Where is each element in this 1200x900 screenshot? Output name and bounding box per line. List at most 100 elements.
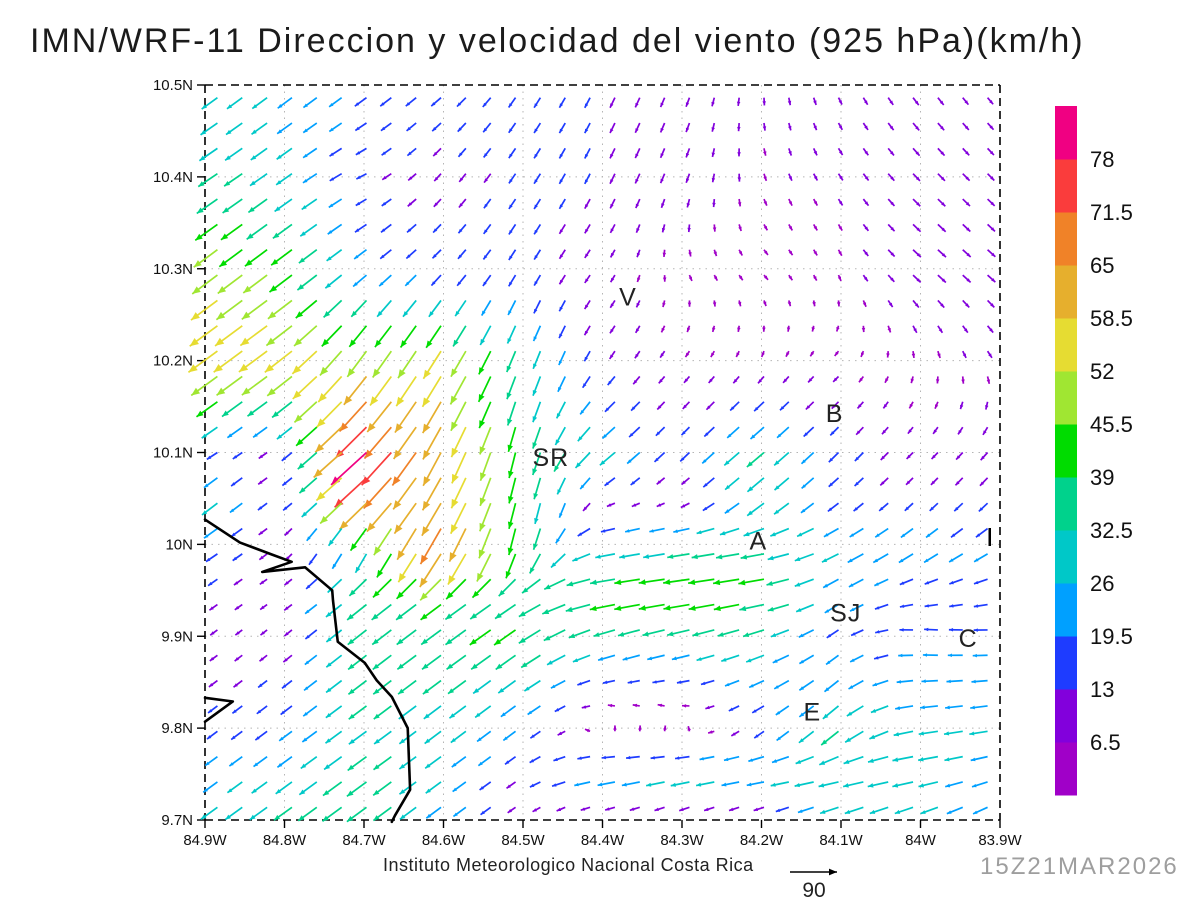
wind-arrow-head (761, 352, 765, 357)
wind-arrow-head (449, 552, 457, 562)
wind-arrow-head (949, 604, 954, 608)
wind-arrow-head (284, 632, 289, 636)
wind-arrow-head (858, 377, 863, 383)
wind-arrow-head (898, 558, 904, 563)
wind-arrow-head (529, 759, 535, 763)
wind-arrow-head (329, 102, 334, 107)
wind-arrow-head (299, 487, 306, 494)
wind-arrow-head (220, 233, 229, 240)
wind-arrow-head (445, 638, 453, 645)
wind-arrow-head (246, 233, 254, 240)
wind-arrow-head (954, 507, 959, 512)
wind-arrow-head (711, 152, 716, 157)
wind-arrow-head (507, 496, 514, 504)
wind-arrow-head (425, 788, 431, 794)
wind-arrow-head (498, 589, 505, 597)
wind-arrow-head (813, 176, 818, 181)
wind-arrow-head (843, 783, 849, 788)
wind-arrow-head (421, 526, 430, 536)
wind-arrow-head (837, 276, 842, 281)
wind-arrow-head (606, 503, 612, 507)
wind-arrow-head (559, 153, 564, 159)
wind-arrow-head (267, 311, 277, 319)
wind-arrow-head (397, 663, 404, 670)
wind-arrow-head (249, 814, 256, 820)
wind-arrow-head (507, 338, 512, 344)
wind-arrow-head (403, 311, 409, 317)
wind-arrow-head (862, 302, 867, 307)
wind-arrow-head (660, 178, 664, 184)
wind-arrow-head (555, 538, 560, 544)
wind-arrow-head (610, 228, 614, 233)
wind-arrow-head (420, 592, 428, 601)
wind-arrow-head (820, 809, 826, 814)
wind-arrow-head (770, 782, 776, 787)
wind-arrow-head (448, 688, 455, 694)
wind-arrow-head (304, 660, 310, 665)
wind-arrow-head (635, 328, 640, 333)
wind-arrow-head (613, 725, 617, 730)
wind-arrow-head (748, 758, 753, 762)
wind-arrow-head (380, 126, 386, 131)
wind-arrow-head (532, 468, 538, 476)
wind-arrow-head (400, 340, 407, 348)
colorbar-label: 52 (1090, 359, 1114, 384)
wind-arrow-head (534, 204, 538, 209)
wind-arrow-head (629, 807, 635, 811)
wind-arrow-head (918, 731, 924, 736)
lat-tick-label: 10N (165, 536, 193, 553)
wind-arrow-head (329, 127, 334, 132)
wind-arrow-head (899, 628, 904, 632)
wind-arrow-head (989, 150, 994, 156)
wind-arrow-head (271, 258, 279, 266)
wind-arrow-head (258, 480, 263, 485)
wind-arrow-head (889, 151, 894, 156)
wind-arrow-head (584, 304, 589, 310)
wind-arrow-head (661, 227, 666, 233)
wind-arrow-head (969, 731, 975, 736)
wind-arrow-head (559, 306, 563, 312)
wind-arrow-head (343, 395, 353, 405)
wind-arrow-head (610, 203, 614, 209)
wind-arrow-head (471, 663, 478, 670)
wind-arrow-head (601, 755, 606, 760)
wind-arrow-head (479, 420, 486, 429)
wind-arrow-head (652, 680, 657, 684)
wind-arrow-head (978, 507, 984, 512)
wind-arrow-head (920, 705, 925, 710)
wind-arrow-head (879, 506, 884, 511)
wind-arrow-head (196, 410, 204, 417)
wind-arrow-head (655, 431, 661, 436)
wind-arrow-head (973, 628, 978, 632)
wind-arrow-head (788, 151, 792, 156)
wind-arrow-head (585, 729, 590, 733)
wind-arrow-head (376, 569, 384, 578)
wind-arrow-head (676, 680, 682, 684)
wind-arrow-head (989, 99, 994, 105)
wind-arrow-head (711, 101, 715, 107)
wind-arrow-head (838, 251, 842, 256)
wind-arrow-head (422, 423, 431, 434)
wind-arrow-head (945, 783, 951, 788)
wind-arrow-head (864, 176, 869, 181)
lat-tick-label: 10.2N (153, 353, 193, 370)
wind-arrow-head (253, 433, 258, 438)
wind-arrow-head (320, 515, 328, 524)
wind-arrow-head (534, 128, 538, 134)
wind-arrow-head (794, 556, 801, 562)
wind-arrow-head (738, 275, 743, 281)
wind-arrow-head (926, 533, 931, 538)
wind-arrow-head (407, 151, 412, 156)
wind-arrow-head (764, 250, 768, 255)
wind-arrow-head (305, 609, 310, 614)
wind-arrow-head (483, 229, 488, 234)
wind-arrow-head (681, 430, 686, 436)
wind-arrow-head (909, 403, 913, 409)
wind-arrow-head (762, 126, 767, 131)
wind-arrow-head (607, 380, 612, 386)
wind-arrow-head (911, 353, 916, 358)
reference-vector-value: 90 (802, 879, 826, 900)
wind-arrow-head (303, 712, 308, 717)
wind-arrow-head (559, 204, 564, 209)
wind-arrow-head (325, 738, 331, 744)
